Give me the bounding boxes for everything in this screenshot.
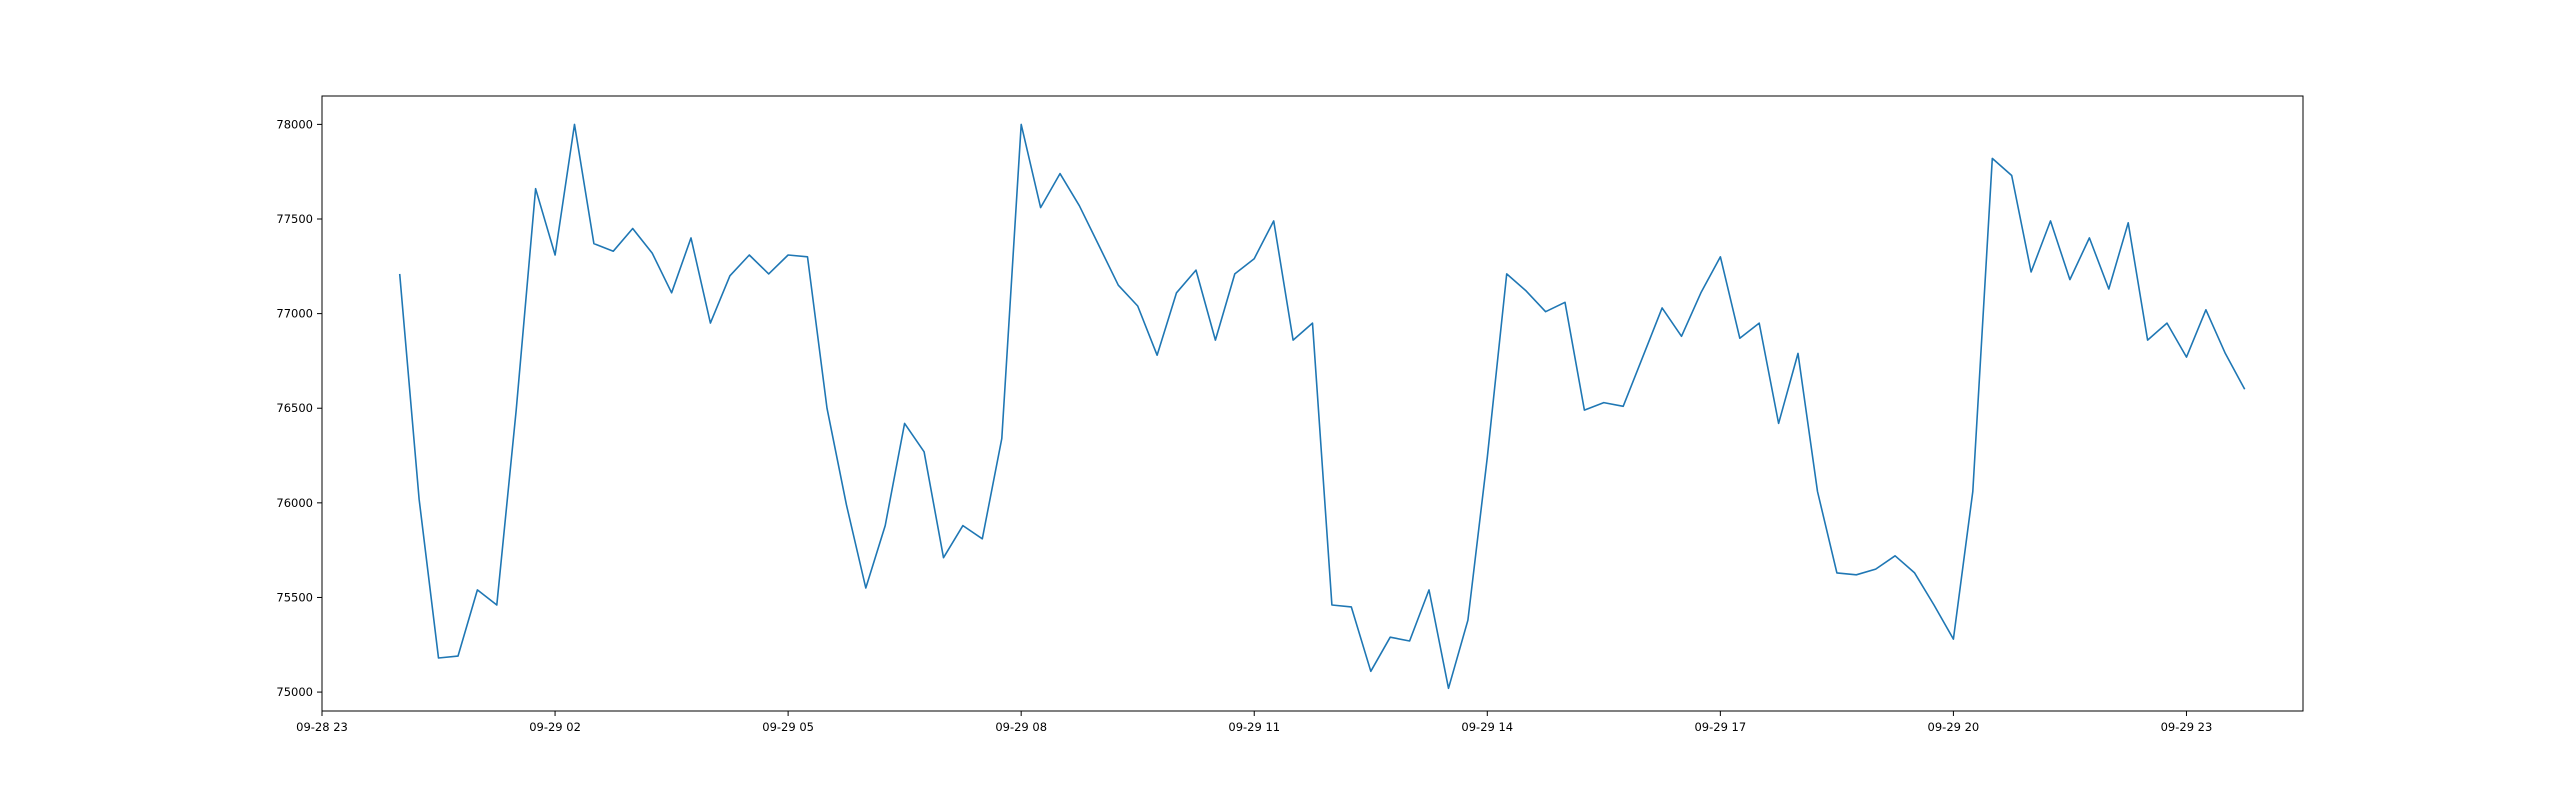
- x-tick-label: 09-28 23: [296, 720, 348, 734]
- x-tick-label: 09-29 23: [2161, 720, 2213, 734]
- x-tick-label: 09-29 17: [1694, 720, 1746, 734]
- series-line: [398, 123, 2246, 690]
- y-axis: 75000 75500 76000 76500 77000 77500 78000: [276, 117, 322, 699]
- y-tick-label: 76500: [276, 401, 313, 415]
- x-tick-label: 09-29 08: [995, 720, 1047, 734]
- y-tick-label: 75000: [276, 685, 313, 699]
- x-tick-label: 09-29 14: [1461, 720, 1513, 734]
- y-tick-label: 76000: [276, 496, 313, 510]
- y-tick-label: 78000: [276, 117, 313, 131]
- y-tick-label: 77500: [276, 212, 313, 226]
- x-tick-label: 09-29 20: [1928, 720, 1980, 734]
- y-tick-label: 77000: [276, 307, 313, 321]
- y-tick-label: 75500: [276, 590, 313, 604]
- x-axis: 09-28 23 09-29 02 09-29 05 09-29 08 09-29 11…: [296, 711, 2212, 734]
- x-tick-label: 09-29 02: [529, 720, 581, 734]
- plot-frame: [321, 95, 2304, 712]
- x-tick-label: 09-29 11: [1228, 720, 1280, 734]
- x-tick-label: 09-29 05: [762, 720, 814, 734]
